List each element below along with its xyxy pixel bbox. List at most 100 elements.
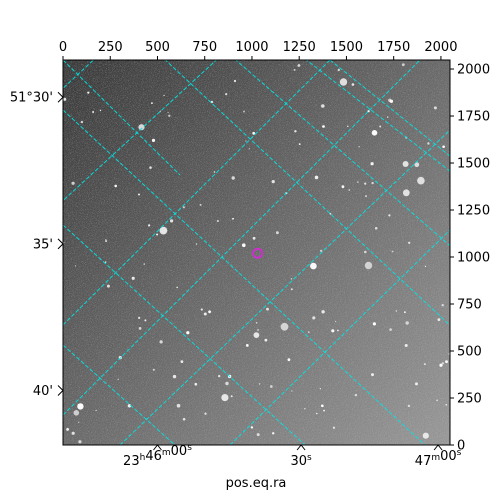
star <box>323 409 325 412</box>
star <box>321 404 324 408</box>
star <box>159 340 163 344</box>
star <box>347 125 349 128</box>
star <box>242 243 246 247</box>
star <box>310 262 317 270</box>
star <box>117 378 119 380</box>
star <box>364 250 367 254</box>
star <box>291 390 293 392</box>
top-tick-label: 0 <box>59 40 67 55</box>
right-tick-label: 2000 <box>457 63 490 78</box>
star <box>99 109 102 112</box>
grid-line <box>63 60 218 202</box>
star <box>365 195 367 198</box>
dec-tick-label: 40' <box>33 384 53 399</box>
star <box>253 332 260 338</box>
star <box>106 284 110 288</box>
star <box>371 181 374 185</box>
star <box>114 184 117 188</box>
star <box>256 433 260 437</box>
star <box>168 114 171 118</box>
star <box>389 99 394 104</box>
star <box>319 388 321 390</box>
star <box>423 363 426 366</box>
star <box>203 312 207 316</box>
star <box>372 322 376 326</box>
star <box>445 360 448 364</box>
star <box>272 432 275 435</box>
star <box>436 399 438 402</box>
star <box>441 362 444 365</box>
star <box>152 368 155 371</box>
star <box>370 162 374 166</box>
star <box>233 79 237 83</box>
star <box>218 374 221 378</box>
star <box>427 142 430 145</box>
star <box>337 68 340 72</box>
top-tick-label: 1000 <box>235 40 268 55</box>
grid-line <box>164 60 450 327</box>
star <box>388 214 391 217</box>
right-tick-label: 1000 <box>457 251 490 266</box>
star <box>170 219 174 223</box>
star <box>424 265 427 268</box>
star <box>331 329 335 333</box>
grid-line <box>235 60 450 247</box>
top-pixel-axis: 0 250 500 750 1000 1250 1500 1750 2000 <box>59 40 457 60</box>
top-tick-label: 500 <box>145 40 170 55</box>
star <box>92 111 95 113</box>
star <box>195 243 198 245</box>
star <box>407 404 411 408</box>
star <box>395 310 398 312</box>
star <box>264 338 268 342</box>
star <box>371 373 374 377</box>
star <box>316 412 318 415</box>
star <box>258 383 261 385</box>
star <box>404 311 406 314</box>
star <box>402 189 410 197</box>
star <box>138 124 145 131</box>
star <box>248 148 250 150</box>
right-tick-label: 1500 <box>457 157 490 172</box>
star <box>404 344 408 347</box>
star <box>351 83 355 86</box>
star <box>266 307 269 311</box>
star <box>71 431 75 435</box>
star <box>182 417 186 421</box>
star <box>105 240 108 243</box>
star <box>389 328 392 331</box>
star <box>194 382 198 386</box>
star <box>269 385 273 388</box>
star <box>151 102 153 104</box>
ra-tick <box>433 444 443 451</box>
x-axis-title: pos.eq.ra <box>226 476 287 491</box>
star <box>255 322 258 324</box>
star <box>415 382 418 386</box>
star <box>320 249 323 253</box>
star <box>186 331 190 335</box>
star <box>225 381 229 386</box>
star <box>445 404 448 406</box>
top-tick-label: 250 <box>98 40 123 55</box>
star <box>374 227 378 230</box>
ra-tick <box>296 444 306 451</box>
star <box>257 329 259 331</box>
star <box>341 185 345 189</box>
star <box>245 344 249 347</box>
star <box>77 403 84 410</box>
star <box>391 250 394 253</box>
star <box>221 394 229 402</box>
star <box>250 426 254 429</box>
star <box>151 138 156 142</box>
grid-line <box>63 60 331 326</box>
star <box>213 171 216 173</box>
star <box>441 304 444 307</box>
star <box>156 233 159 236</box>
star <box>405 321 409 325</box>
star <box>321 310 325 314</box>
ra-tick-label: 23h46m00s <box>123 443 192 469</box>
right-tick-label: 250 <box>457 392 482 407</box>
star <box>105 239 107 241</box>
grid-line <box>63 60 181 176</box>
dec-tick <box>57 385 64 396</box>
